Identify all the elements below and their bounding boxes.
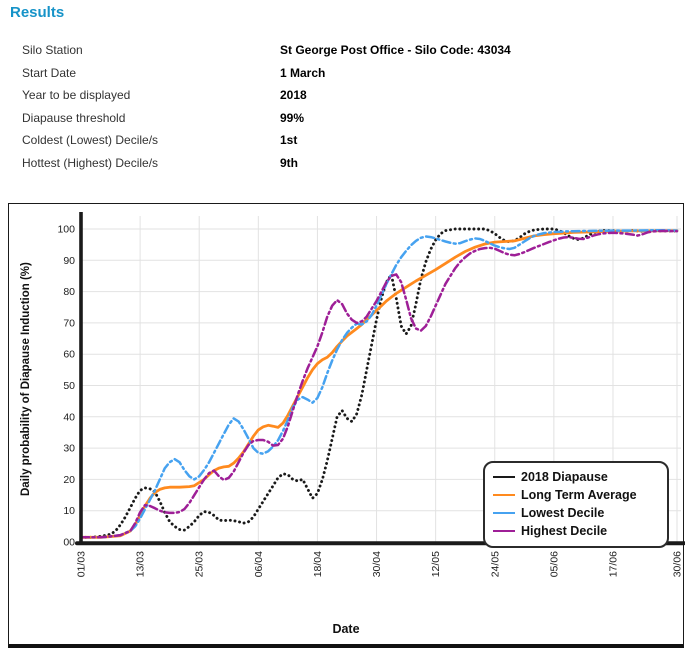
svg-text:80: 80 [63,286,75,298]
svg-text:40: 40 [63,411,75,423]
svg-text:100: 100 [57,224,75,236]
info-value: 9th [280,155,298,170]
legend-item-1: Long Term Average [493,486,659,504]
info-value: 99% [280,110,305,125]
info-value: St George Post Office - Silo Code: 43034 [280,43,511,58]
svg-text:90: 90 [63,255,75,267]
info-row-2: Year to be displayed 2018 [22,84,662,107]
info-label: Start Date [22,65,77,80]
legend-item-3: Highest Decile [493,522,659,540]
info-row-5: Hottest (Highest) Decile/s 9th [22,152,662,175]
info-row-0: Silo Station St George Post Office - Silo… [22,39,662,62]
legend-line-sample [493,530,515,532]
svg-text:70: 70 [63,317,75,329]
y-axis-title: Daily probability of Diapause Induction … [20,262,32,496]
info-label: Silo Station [22,43,83,58]
legend-item-2: Lowest Decile [493,504,659,522]
svg-text:50: 50 [63,380,75,392]
page-title: Results [10,4,65,21]
legend-line-sample [493,476,515,478]
info-label: Hottest (Highest) Decile/s [22,155,159,170]
svg-text:12/05: 12/05 [430,551,442,577]
svg-text:01/03: 01/03 [76,551,88,577]
x-axis-title: Date [332,622,360,636]
svg-text:00: 00 [63,537,75,549]
info-value: 2018 [280,88,307,103]
svg-text:17/06: 17/06 [607,551,619,577]
legend-label: 2018 Diapause [521,470,608,484]
info-value: 1 March [280,65,326,80]
svg-text:13/03: 13/03 [135,551,147,577]
info-row-3: Diapause threshold 99% [22,107,662,130]
info-label: Coldest (Lowest) Decile/s [22,133,159,148]
svg-text:05/06: 05/06 [548,551,560,577]
info-table: Silo Station St George Post Office - Silo… [22,39,662,174]
svg-text:30/06: 30/06 [672,551,684,577]
info-label: Diapause threshold [22,110,126,125]
svg-text:60: 60 [63,349,75,361]
info-value: 1st [280,133,298,148]
legend-label: Long Term Average [521,488,637,502]
svg-text:18/04: 18/04 [312,551,324,577]
svg-text:20: 20 [63,474,75,486]
legend-item-0: 2018 Diapause [493,468,659,486]
svg-text:30/04: 30/04 [371,551,383,577]
svg-text:25/03: 25/03 [194,551,206,577]
legend-label: Lowest Decile [521,506,605,520]
legend-label: Highest Decile [521,524,608,538]
chart-legend: 2018 Diapause Long Term Average Lowest Dec… [483,461,669,548]
svg-text:10: 10 [63,505,75,517]
svg-text:24/05: 24/05 [489,551,501,577]
svg-text:06/04: 06/04 [253,551,265,577]
info-row-4: Coldest (Lowest) Decile/s 1st [22,129,662,152]
chart-box: 00 10 20 30 40 50 60 70 80 90 100 01/03 13/03 25/03 06… [8,203,685,648]
info-label: Year to be displayed [22,88,131,103]
svg-text:30: 30 [63,443,75,455]
legend-line-sample [493,494,515,496]
diapause-chart-plot: 00 10 20 30 40 50 60 70 80 90 100 01/03 13/03 25/03 06… [57,212,685,577]
info-row-1: Start Date 1 March [22,62,662,85]
legend-line-sample [493,512,515,514]
